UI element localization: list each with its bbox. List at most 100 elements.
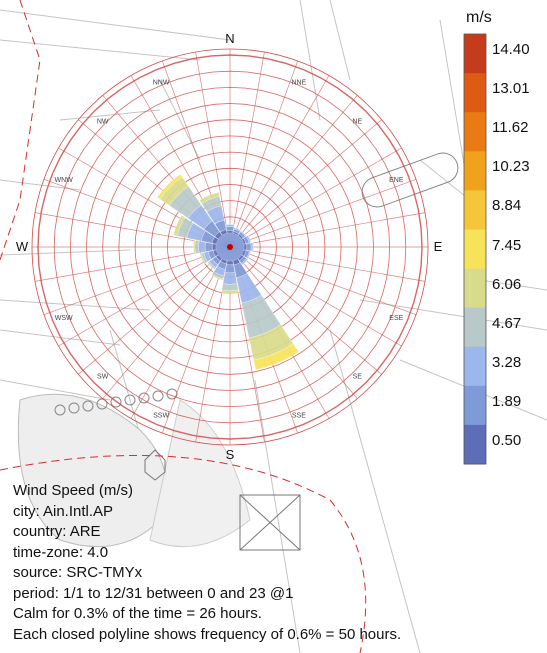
site-line bbox=[359, 299, 547, 331]
petal-segment-nw bbox=[156, 173, 183, 200]
spoke bbox=[229, 60, 299, 248]
site-line bbox=[59, 109, 161, 121]
site-boundary-dashed bbox=[0, 0, 41, 261]
legend-swatch bbox=[464, 346, 486, 387]
petal-segment-s bbox=[221, 289, 239, 294]
petal-segment-e bbox=[246, 242, 252, 252]
petal-segment-n bbox=[225, 224, 235, 228]
site-line bbox=[0, 299, 151, 311]
petal-segment-s bbox=[221, 283, 239, 291]
legend-tick-label: 6.06 bbox=[492, 275, 522, 293]
info-city: city: Ain.Intl.AP bbox=[13, 502, 114, 520]
site-tree bbox=[68, 402, 80, 414]
petal-segment-ese bbox=[247, 251, 252, 259]
legend-tick-label: 10.23 bbox=[492, 158, 530, 176]
direction-label-ese: ESE bbox=[389, 315, 403, 322]
legend-unit: m/s bbox=[466, 9, 492, 26]
direction-label-ssw: SSW bbox=[153, 412, 169, 419]
petal-segment-ne bbox=[240, 230, 247, 237]
direction-label-e: E bbox=[434, 239, 443, 254]
legend-tick-label: 14.40 bbox=[492, 41, 530, 59]
direction-label-sse: SSE bbox=[292, 412, 306, 419]
legend-frame bbox=[463, 33, 487, 465]
site-garden-area bbox=[149, 399, 251, 548]
petal-segment-w bbox=[193, 240, 196, 254]
direction-label-ne: NE bbox=[352, 119, 362, 126]
site-kiosk bbox=[144, 449, 166, 481]
direction-label-n: N bbox=[225, 31, 234, 46]
petal-segment-e bbox=[252, 242, 254, 252]
petal-segment-s bbox=[226, 260, 234, 266]
spoke bbox=[229, 75, 330, 248]
site-building bbox=[239, 494, 301, 551]
center-point bbox=[227, 244, 233, 250]
petal-segment-nnw bbox=[199, 192, 220, 204]
direction-label-ene: ENE bbox=[389, 177, 404, 184]
legend-swatch bbox=[464, 190, 486, 230]
site-capsule bbox=[361, 152, 459, 208]
info-title: Wind Speed (m/s) bbox=[13, 482, 134, 499]
site-line bbox=[0, 379, 111, 401]
info-country: country: ARE bbox=[13, 523, 101, 540]
spoke bbox=[229, 246, 417, 316]
direction-label-se: SE bbox=[353, 373, 363, 380]
info-period: period: 1/1 to 12/31 between 0 and 23 @1 bbox=[13, 584, 294, 602]
spoke bbox=[229, 95, 358, 248]
direction-label-s: S bbox=[226, 447, 235, 462]
site-line bbox=[419, 159, 471, 201]
petal-segment-w bbox=[194, 240, 200, 254]
spoke bbox=[102, 246, 231, 399]
direction-label-nnw: NNW bbox=[153, 80, 170, 87]
petal-segment-s bbox=[225, 264, 235, 274]
legend-tick-label: 8.84 bbox=[492, 197, 522, 215]
spoke bbox=[229, 246, 382, 375]
legend-tick-label: 13.01 bbox=[492, 80, 530, 98]
spoke bbox=[43, 246, 231, 316]
spoke bbox=[229, 246, 358, 399]
petal-segment-nne bbox=[233, 227, 242, 231]
site-tree bbox=[54, 404, 66, 416]
spoke bbox=[195, 51, 231, 248]
petal-segment-n bbox=[226, 230, 234, 234]
direction-label-nw: NW bbox=[97, 119, 109, 126]
spoke bbox=[229, 119, 382, 248]
petal-segment-n bbox=[226, 226, 234, 231]
site-building-cross bbox=[239, 494, 301, 551]
legend-swatch bbox=[464, 34, 486, 74]
site-line bbox=[0, 249, 131, 256]
petal-segment-e bbox=[243, 243, 248, 251]
spoke bbox=[229, 246, 402, 347]
petal-segment-w bbox=[204, 242, 213, 252]
petal-segment-ssw bbox=[211, 274, 224, 281]
spoke bbox=[78, 246, 231, 375]
site-tree bbox=[96, 398, 108, 410]
petal-segment-ene bbox=[247, 234, 252, 243]
site-line bbox=[0, 9, 231, 41]
info-polyline: Each closed polyline shows frequency of … bbox=[13, 625, 402, 643]
spoke bbox=[229, 147, 402, 248]
info-calm: Calm for 0.3% of the time = 26 hours. bbox=[13, 605, 262, 622]
legend-color-bar bbox=[463, 33, 487, 465]
direction-label-w: W bbox=[16, 239, 29, 254]
spoke bbox=[58, 246, 231, 347]
petal-segment-se bbox=[241, 258, 249, 266]
petal-segment-w bbox=[198, 241, 206, 253]
site-tree bbox=[110, 396, 122, 408]
direction-label-wnw: WNW bbox=[55, 177, 74, 184]
legend-swatch bbox=[464, 385, 486, 426]
petal-segment-sse bbox=[253, 343, 299, 370]
site-line bbox=[479, 279, 547, 291]
petal-segment-wsw bbox=[199, 252, 206, 264]
legend-tick-label: 4.67 bbox=[492, 314, 522, 332]
legend-swatch bbox=[464, 307, 486, 348]
legend-swatch bbox=[464, 73, 486, 113]
legend-tick-label: 3.28 bbox=[492, 353, 522, 371]
petal-segment-n bbox=[225, 223, 235, 226]
legend-swatch bbox=[464, 424, 486, 465]
spoke bbox=[229, 51, 265, 248]
petal-segment-wnw bbox=[173, 215, 186, 237]
info-source: source: SRC-TMYx bbox=[13, 564, 143, 581]
site-line bbox=[0, 39, 201, 61]
site-tree bbox=[138, 392, 150, 404]
spoke bbox=[229, 178, 417, 248]
